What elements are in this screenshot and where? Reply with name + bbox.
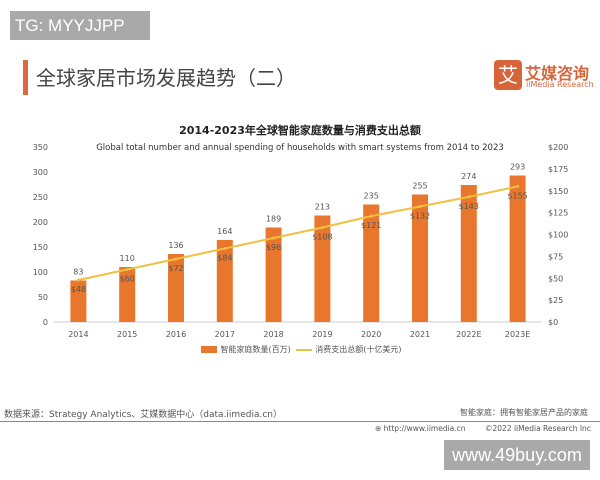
line-label: $96 (266, 243, 281, 252)
legend-bar-label: 智能家庭数量(百万) (220, 345, 291, 354)
y-right-tick: $0 (548, 318, 558, 327)
logo-en: iiMedia Research (526, 80, 594, 89)
watermark-top: TG: MYYJJPP (10, 11, 150, 40)
y-right-tick: $100 (548, 231, 568, 240)
line-label: $60 (120, 275, 135, 284)
line-label: $143 (459, 202, 479, 211)
bar-label: 110 (120, 254, 135, 263)
chart-subtitle: Global total number and annual spending … (96, 143, 504, 153)
line-point (76, 278, 80, 282)
y-left-tick: 300 (33, 168, 48, 177)
bar-label: 293 (510, 163, 525, 172)
chart-title: 2014-2023年全球智能家庭数量与消费支出总额 (179, 124, 421, 137)
x-tick: 2020 (361, 330, 381, 339)
x-tick: 2014 (68, 330, 88, 339)
bar-label: 189 (266, 215, 281, 224)
line-point (320, 226, 324, 229)
y-right-tick: $200 (548, 143, 568, 152)
watermark-bottom: www.49buy.com (444, 440, 590, 470)
footer-url-text: http://www.iimedia.cn (383, 424, 466, 433)
legend-bar-swatch (201, 346, 218, 353)
bar (412, 194, 428, 322)
x-tick: 2019 (312, 330, 332, 339)
bar (460, 185, 477, 322)
line-point (369, 214, 373, 218)
x-tick: 2018 (263, 330, 283, 339)
y-left-tick: 0 (43, 318, 48, 327)
line-label: $108 (312, 233, 332, 242)
spending-line (78, 185, 518, 281)
line-label: $72 (168, 264, 183, 273)
x-tick: 2023E (505, 330, 530, 339)
bar-label: 164 (217, 227, 232, 236)
globe-icon: ⊕ (375, 424, 384, 433)
bar (314, 215, 331, 322)
bar-label: 83 (73, 268, 83, 277)
bar-label: 235 (364, 192, 379, 201)
bar (216, 240, 233, 322)
bar (265, 227, 282, 322)
line-label: $155 (507, 191, 527, 200)
line-label: $84 (217, 254, 232, 263)
y-left-tick: 200 (33, 218, 48, 227)
x-tick: 2022E (456, 330, 481, 339)
x-tick: 2021 (410, 330, 430, 339)
legend-line-label: 消费支出总额(十亿美元) (315, 345, 402, 354)
y-left-tick: 100 (33, 268, 48, 277)
logo-mark: 艾 (494, 60, 522, 90)
data-source: 数据来源：Strategy Analytics、艾媒数据中心（data.iime… (4, 410, 282, 420)
y-left-tick: 150 (33, 243, 48, 252)
bar (509, 175, 526, 322)
bar (168, 254, 184, 322)
y-right-tick: $150 (548, 187, 568, 196)
logo-cn: 艾媒咨询 (525, 64, 590, 83)
x-tick: 2016 (166, 330, 186, 339)
x-tick: 2015 (117, 330, 137, 339)
y-left-tick: 350 (33, 143, 48, 152)
line-point (418, 205, 422, 208)
y-left-tick: 250 (33, 193, 48, 202)
y-right-tick: $25 (548, 296, 563, 305)
bar (119, 267, 136, 322)
line-point (272, 236, 276, 240)
copyright: ©2022 iiMedia Research Inc (485, 424, 591, 433)
line-label: $132 (410, 212, 430, 221)
y-right-tick: $175 (548, 165, 568, 174)
y-right-tick: $50 (548, 274, 563, 283)
line-point (223, 247, 227, 250)
bar (70, 280, 87, 322)
line-point (125, 268, 129, 271)
line-label: $48 (71, 285, 86, 294)
line-label: $121 (361, 221, 381, 230)
y-right-tick: $75 (548, 252, 563, 261)
x-tick: 2017 (215, 330, 235, 339)
line-point (467, 195, 471, 199)
y-right-tick: $125 (548, 209, 568, 218)
bar-label: 136 (168, 241, 183, 250)
footer-divider (0, 421, 600, 422)
line-point (516, 184, 520, 188)
title-accent-bar (23, 60, 28, 95)
legend-line-swatch (296, 348, 313, 351)
line-point (174, 257, 178, 261)
y-left-tick: 50 (38, 293, 48, 302)
bar-label: 274 (461, 172, 476, 181)
bar-label: 255 (412, 182, 427, 191)
legend: 智能家庭数量(百万) 消费支出总额(十亿美元) (0, 344, 600, 355)
bar (363, 204, 380, 322)
page-title: 全球家居市场发展趋势（二） (36, 66, 296, 90)
footer-url[interactable]: ⊕ http://www.iimedia.cn (375, 424, 466, 433)
bar-label: 213 (315, 203, 330, 212)
footnote: 智能家庭：拥有智能家居产品的家庭 (460, 408, 588, 417)
